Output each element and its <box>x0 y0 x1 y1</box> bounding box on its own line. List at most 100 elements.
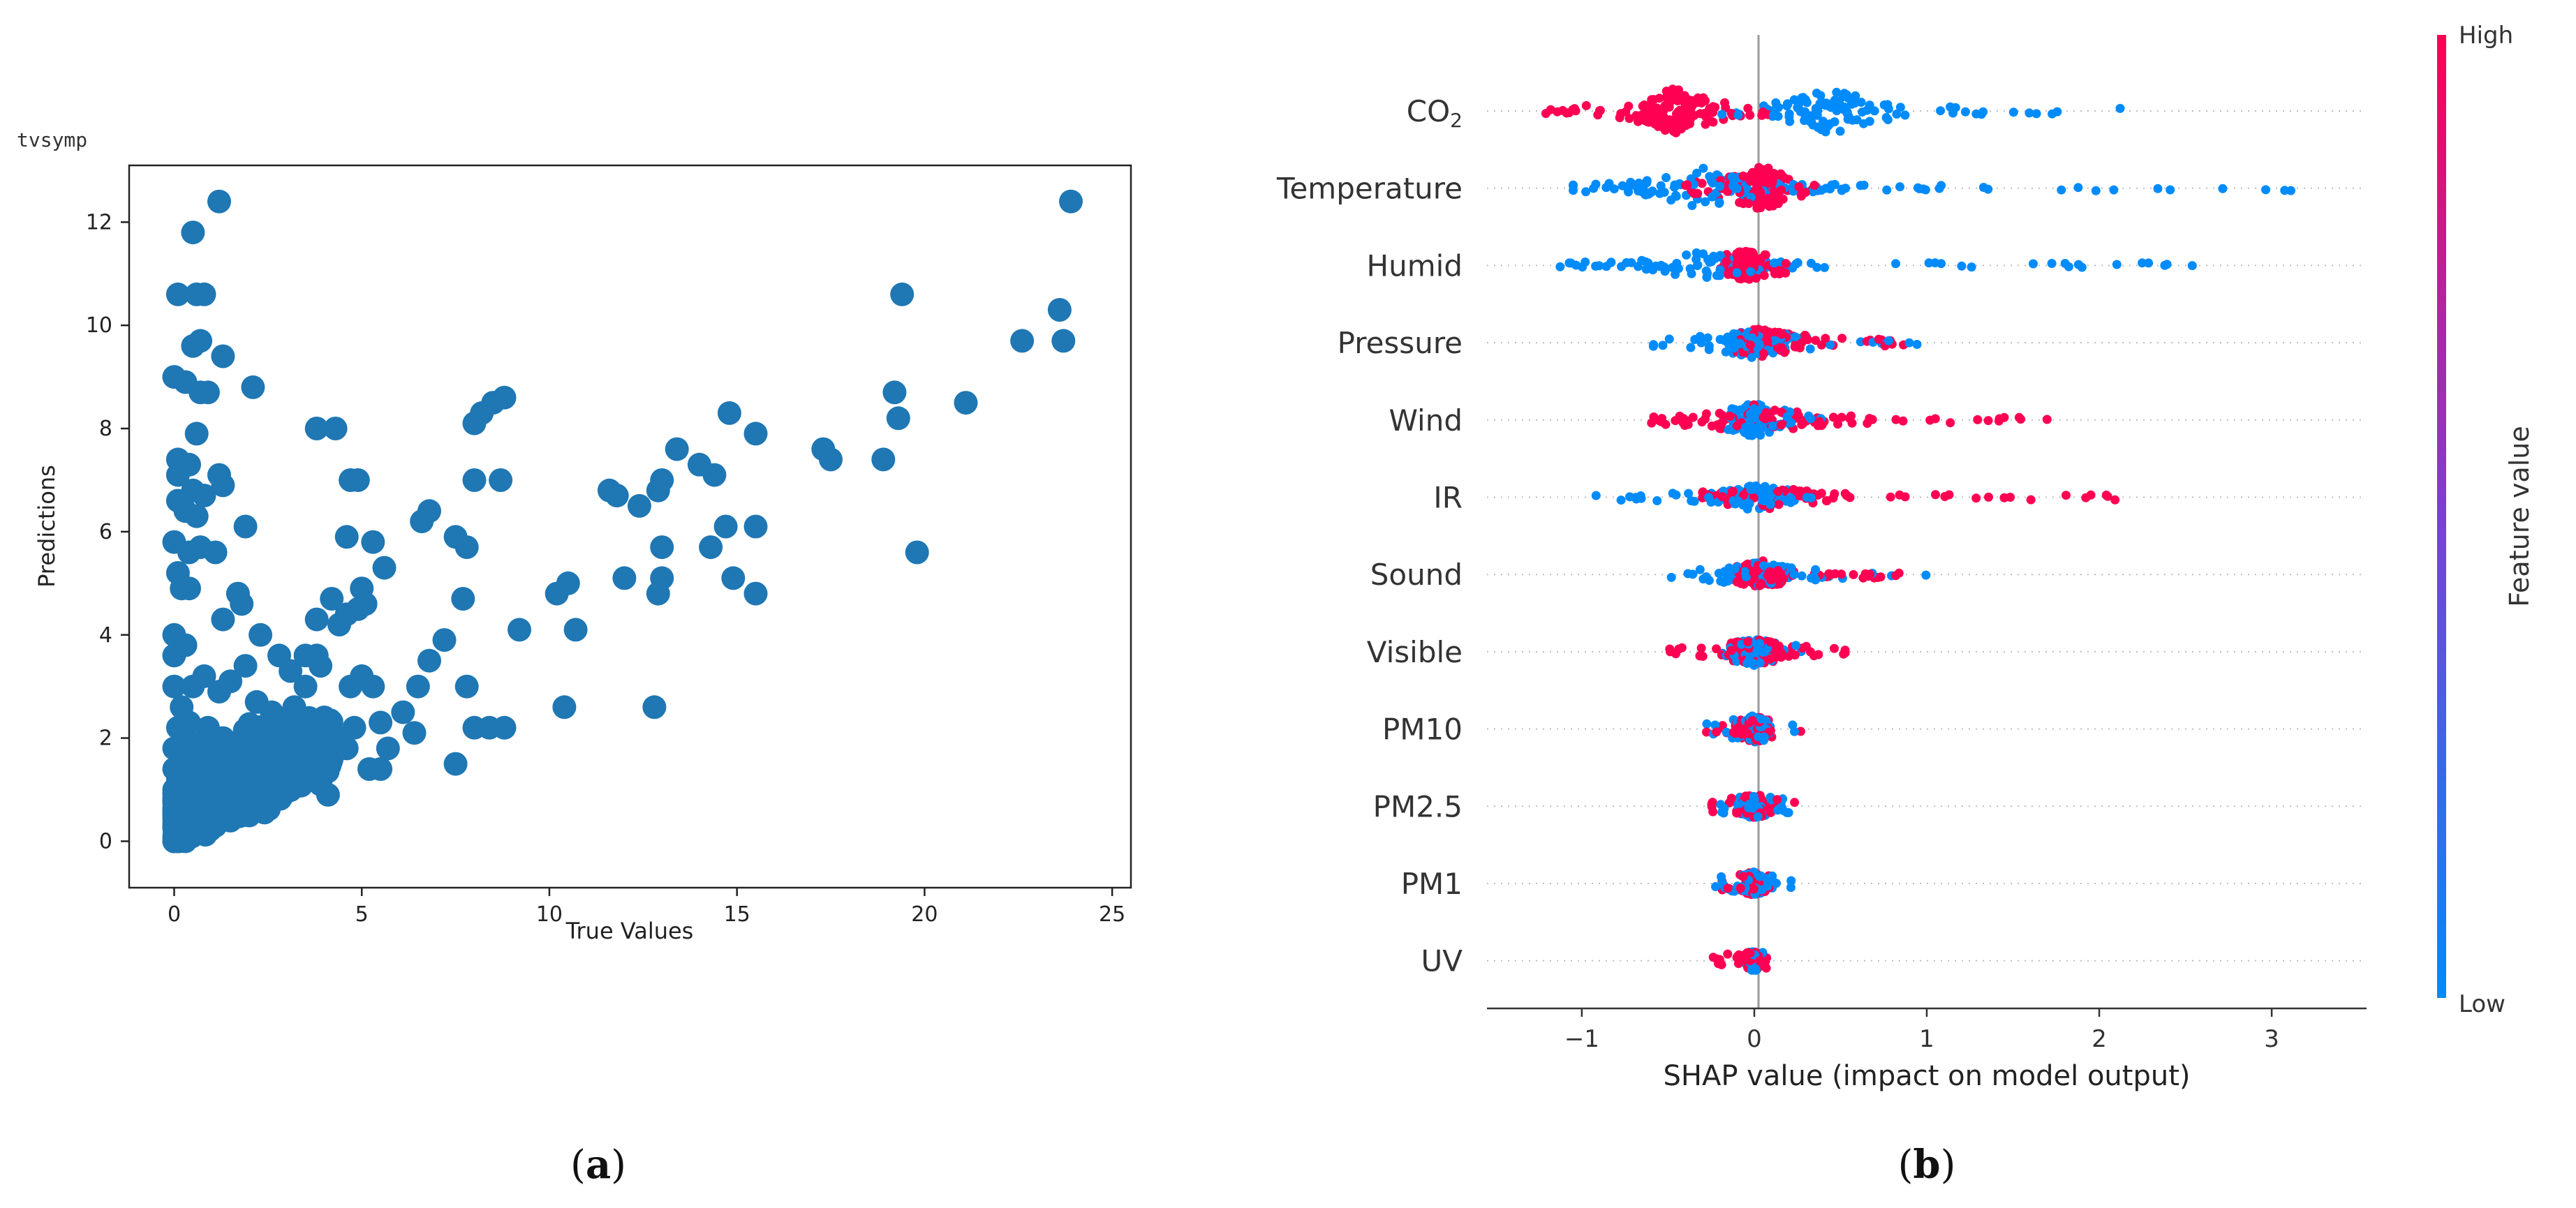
shap-dot <box>1790 798 1800 807</box>
shap-dot <box>1700 109 1710 118</box>
shap-dot <box>1821 184 1831 193</box>
colorbar-low-label: Low <box>2459 990 2505 1018</box>
shap-dot <box>1800 188 1810 197</box>
shap-dot <box>1621 107 1631 117</box>
shap-dot <box>1756 187 1765 197</box>
shap-dot <box>1830 489 1840 499</box>
shap-dot <box>1765 567 1775 576</box>
shap-dot <box>1715 181 1725 191</box>
shap-dot <box>1708 807 1718 816</box>
shap-dot <box>1717 417 1727 427</box>
scatter-point <box>165 463 190 487</box>
shap-dot <box>1761 963 1771 973</box>
shap-dot <box>1647 95 1657 105</box>
shap-dot <box>1946 418 1955 428</box>
scatter-point <box>211 782 235 807</box>
shap-dot <box>2052 107 2062 117</box>
scatter-point <box>309 654 333 678</box>
shap-dot <box>1555 262 1565 271</box>
scatter-point <box>605 484 629 508</box>
shap-dot <box>1678 109 1688 118</box>
shap-dot <box>2008 107 2018 117</box>
scatter-point <box>233 654 258 678</box>
shap-dot <box>1752 566 1761 576</box>
scatter-point <box>702 463 727 487</box>
shap-dot <box>1715 265 1725 275</box>
scatter-point <box>699 535 723 560</box>
shap-dot <box>1666 572 1676 582</box>
shap-dot <box>1698 488 1708 498</box>
scatter-point <box>346 468 370 492</box>
shap-dot <box>1811 104 1821 113</box>
shap-dot <box>1659 105 1668 115</box>
shap-dot <box>1820 262 1829 272</box>
shap-dot <box>1754 163 1763 172</box>
shap-dot <box>1790 650 1800 660</box>
x-tick-label-b: 0 <box>1747 1025 1762 1053</box>
feature-rows: CO2 Temperature Humid Pressure Wind IR Sound Vi… <box>1276 94 2367 978</box>
shap-dot <box>1723 186 1732 196</box>
shap-dot <box>1581 187 1591 197</box>
x-tick-label-a: 10 <box>536 902 563 927</box>
x-tick-label-a: 5 <box>355 902 369 927</box>
shap-dot <box>1666 195 1676 205</box>
shap-dot <box>1779 172 1789 182</box>
scatter-point <box>886 406 910 431</box>
shap-dot <box>1833 419 1842 429</box>
feature-label: PM1 <box>1401 867 1463 901</box>
shap-dot <box>1569 180 1578 190</box>
x-tick-label-b: 3 <box>2264 1025 2279 1053</box>
shap-dot <box>1973 415 1983 424</box>
shap-dot <box>1791 641 1800 650</box>
shap-dot <box>1711 882 1720 891</box>
shap-dot <box>1758 107 1768 117</box>
shap-dot <box>1697 417 1707 427</box>
scatter-point <box>230 592 254 616</box>
shap-dot <box>1708 107 1717 117</box>
scatter-point <box>184 504 209 528</box>
shap-dot <box>1782 807 1791 817</box>
shap-dot <box>1801 641 1811 651</box>
shap-dot <box>1717 110 1727 119</box>
shap-dot <box>1783 99 1793 109</box>
shap-dot <box>1657 417 1666 426</box>
shap-dot <box>1743 103 1753 113</box>
shap-dot <box>1904 338 1914 348</box>
scatter-point <box>293 674 318 699</box>
shap-dot <box>1664 334 1674 344</box>
shap-dot <box>1766 637 1775 647</box>
shap-dot <box>1732 421 1742 431</box>
scatter-point <box>545 581 569 606</box>
scatter-point <box>192 282 216 306</box>
scatter-point <box>462 411 487 435</box>
y-tick-label-a: 2 <box>99 726 112 751</box>
scatter-point <box>627 493 651 518</box>
shap-dot <box>1950 103 1960 112</box>
shap-dot <box>1936 106 1946 116</box>
shap-dot <box>1752 647 1762 657</box>
shap-dot <box>1789 569 1799 579</box>
shap-dot <box>1835 126 1845 136</box>
shap-dot <box>1765 193 1775 203</box>
shap-dot <box>1683 569 1693 579</box>
shap-dot <box>1758 423 1768 432</box>
shap-dot <box>1745 499 1754 509</box>
scatter-point <box>297 710 321 735</box>
plot-frame-a <box>128 164 1132 889</box>
shap-dot <box>1687 110 1696 119</box>
shap-dot <box>1828 412 1838 422</box>
shap-dot <box>1759 349 1768 359</box>
shap-dot <box>1753 812 1763 821</box>
shap-dot <box>1827 99 1837 109</box>
shap-dot <box>1823 121 1833 131</box>
feature-label: Pressure <box>1338 326 1463 360</box>
scatter-point <box>717 401 741 425</box>
shap-dot <box>1858 107 1867 117</box>
shap-dot <box>1701 409 1711 419</box>
shap-dot <box>1733 951 1742 961</box>
shap-dot <box>1859 119 1868 128</box>
shap-dot <box>2077 262 2087 272</box>
shap-dot <box>1659 188 1669 197</box>
shap-dot <box>1937 181 1946 191</box>
shap-dot <box>1771 98 1781 107</box>
